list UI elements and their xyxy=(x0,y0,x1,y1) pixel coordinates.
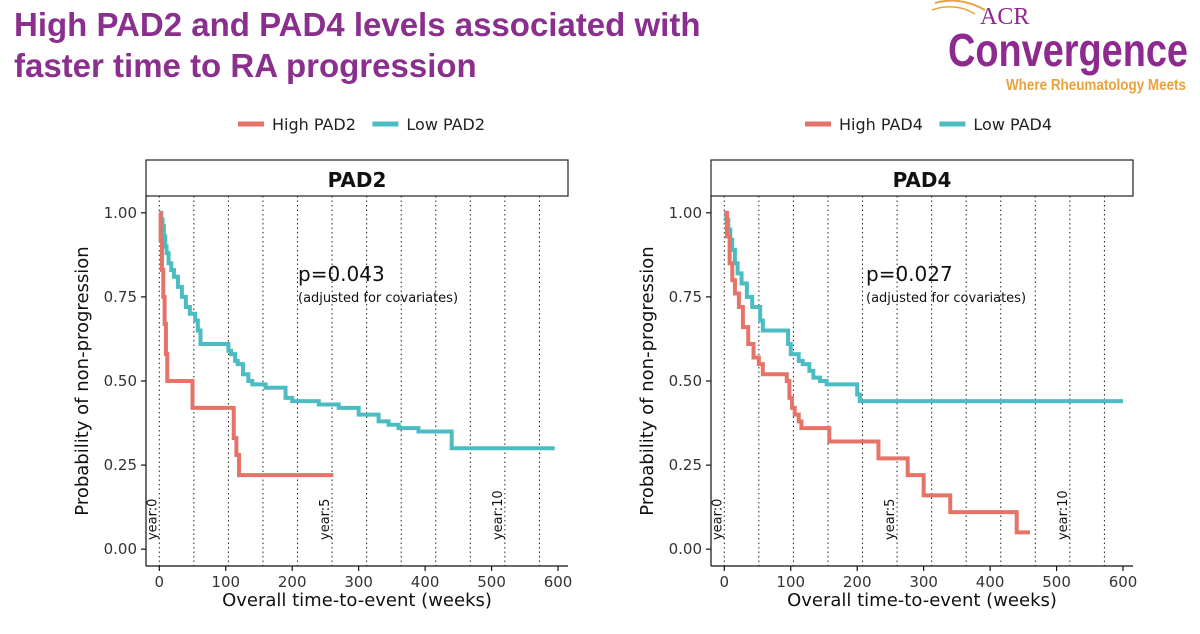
y-axis-title: Probability of non-progression xyxy=(72,246,93,515)
logo-convergence-text: Convergence xyxy=(948,24,1188,76)
x-tick-label: 500 xyxy=(477,573,506,591)
x-tick-label: 0 xyxy=(155,573,165,591)
slide-title: High PAD2 and PAD4 levels associated wit… xyxy=(14,4,894,86)
panel-title: PAD4 xyxy=(893,168,952,192)
acr-convergence-logo: ACR Convergence Where Rheumatology Meets xyxy=(931,0,1188,94)
y-tick-label: 0.50 xyxy=(669,372,702,390)
x-tick-label: 600 xyxy=(1109,573,1138,591)
y-tick-label: 0.50 xyxy=(104,372,137,390)
year-label: year:5 xyxy=(883,499,898,540)
panel-strip xyxy=(710,159,1134,197)
legend-label: High PAD2 xyxy=(272,115,356,134)
y-tick-label: 0.25 xyxy=(669,456,702,474)
y-tick-label: 0.75 xyxy=(669,288,702,306)
panel-title: PAD2 xyxy=(328,168,387,192)
x-tick-label: 200 xyxy=(843,573,872,591)
km-curve-high-pad2 xyxy=(158,210,334,478)
km-panel-pad2: High PAD2 Low PAD2 PAD2 year:0 year:5 year:10… xyxy=(72,115,572,611)
year-label: year:10 xyxy=(491,490,506,540)
p-value-annotation: p=0.027 xyxy=(866,262,953,286)
x-tick-label: 300 xyxy=(344,573,373,591)
y-tick-label: 0.25 xyxy=(104,456,137,474)
x-tick-label: 100 xyxy=(211,573,240,591)
y-tick-label: 0.00 xyxy=(669,540,702,558)
x-tick-label: 500 xyxy=(1042,573,1071,591)
slide-title-line-2: faster time to RA progression xyxy=(14,47,477,84)
x-axis-title: Overall time-to-event (weeks) xyxy=(787,590,1057,611)
km-panel-pad4: High PAD4 Low PAD4 PAD4 year:0 year:5 year:10… xyxy=(637,115,1137,611)
x-tick-label: 0 xyxy=(720,573,730,591)
legend-label: Low PAD4 xyxy=(973,115,1052,134)
legend-label: Low PAD2 xyxy=(406,115,485,134)
x-tick-label: 300 xyxy=(909,573,938,591)
y-tick-label: 0.75 xyxy=(104,288,137,306)
logo-acr-text: ACR xyxy=(980,4,1029,30)
km-curve-high-pad4 xyxy=(724,210,1030,535)
logo-tagline-text: Where Rheumatology Meets xyxy=(1006,77,1186,94)
logo-arc-icon xyxy=(934,0,986,11)
year-label: year:5 xyxy=(318,499,333,540)
x-tick-label: 100 xyxy=(776,573,805,591)
slide-title-line-1: High PAD2 and PAD4 levels associated wit… xyxy=(14,6,701,43)
logo-arc-icon-inner xyxy=(931,6,976,15)
y-axis-title: Probability of non-progression xyxy=(637,246,658,515)
km-curve-low-pad4 xyxy=(724,210,1124,404)
p-value-note: (adjusted for covariates) xyxy=(298,291,458,306)
x-tick-label: 200 xyxy=(278,573,307,591)
x-tick-label: 600 xyxy=(544,573,573,591)
y-tick-label: 0.00 xyxy=(104,540,137,558)
p-value-note: (adjusted for covariates) xyxy=(866,291,1026,306)
legend-label: High PAD4 xyxy=(839,115,923,134)
panel-strip xyxy=(145,159,569,197)
y-tick-label: 1.00 xyxy=(104,204,137,222)
year-label: year:10 xyxy=(1056,490,1071,540)
year-label: year:0 xyxy=(710,499,725,540)
x-tick-label: 400 xyxy=(976,573,1005,591)
y-tick-label: 1.00 xyxy=(669,204,702,222)
km-curve-low-pad2 xyxy=(159,210,555,451)
p-value-annotation: p=0.043 xyxy=(298,262,385,286)
x-tick-label: 400 xyxy=(411,573,440,591)
x-axis-title: Overall time-to-event (weeks) xyxy=(222,590,492,611)
year-label: year:0 xyxy=(145,499,160,540)
